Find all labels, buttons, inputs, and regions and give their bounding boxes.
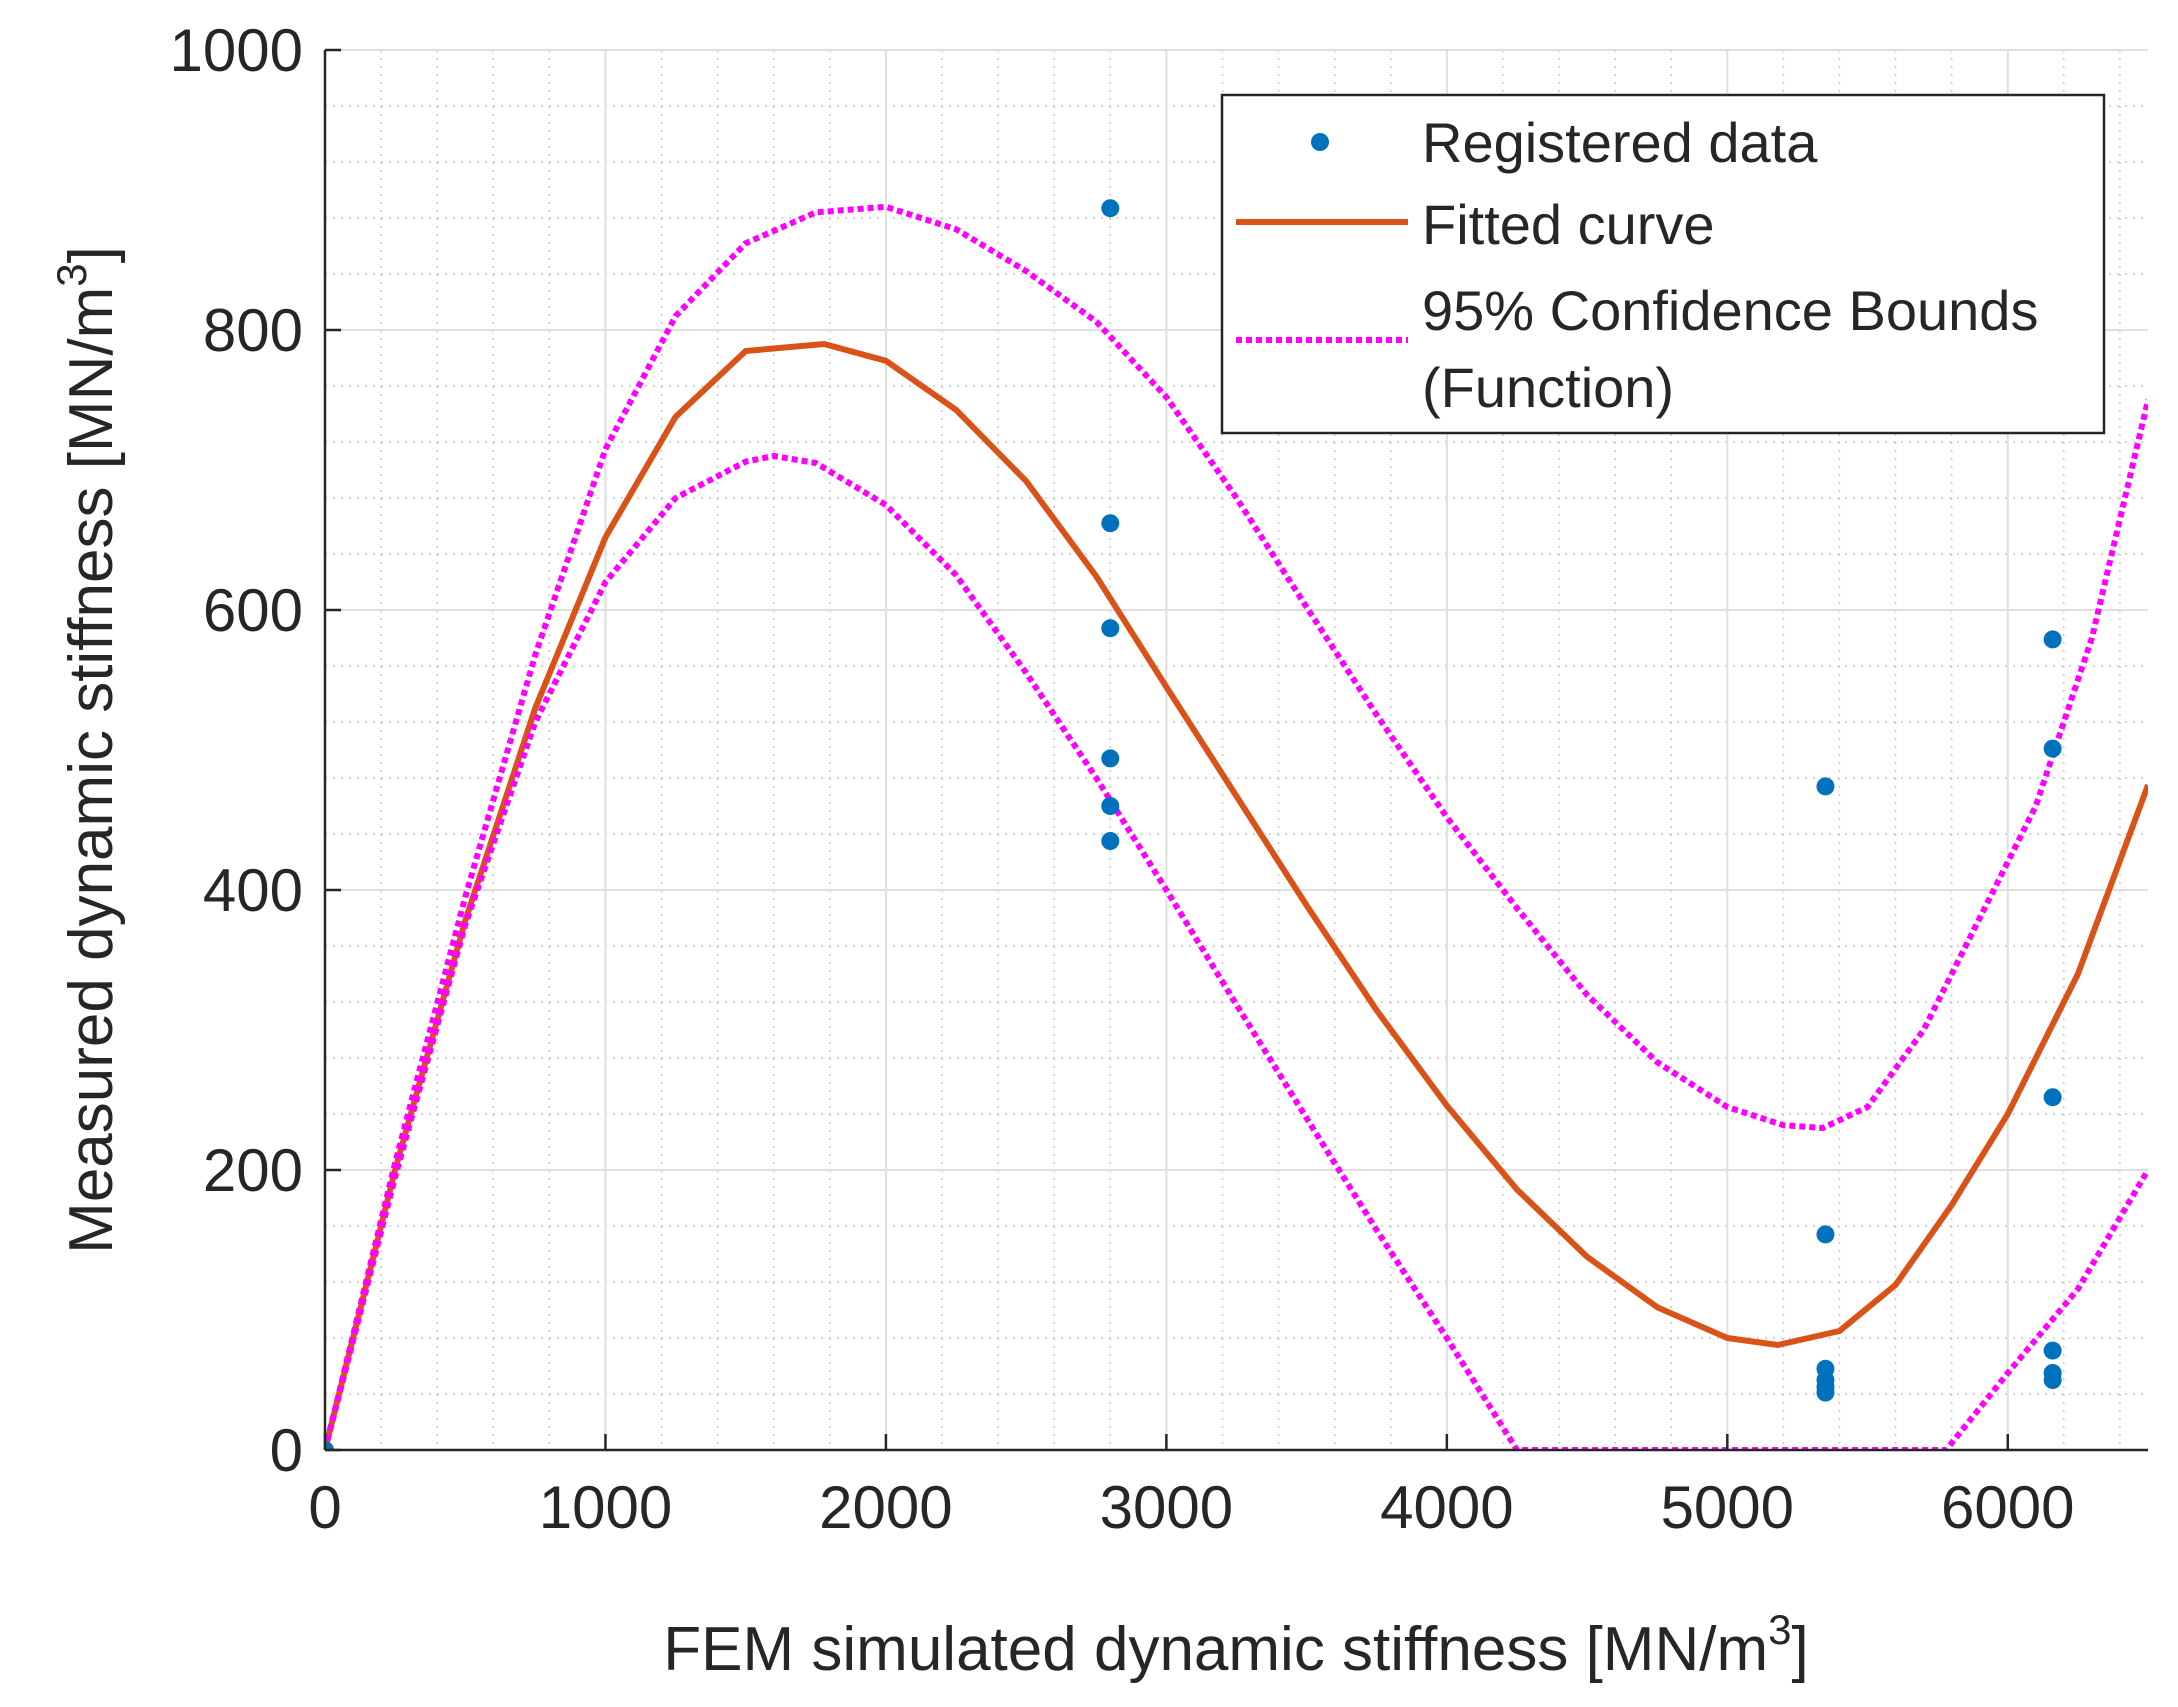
legend-label-registered-data: Registered data bbox=[1422, 111, 1818, 174]
x-tick-label: 2000 bbox=[819, 1474, 952, 1541]
x-axis-title: FEM simulated dynamic stiffness [MN/m3] bbox=[663, 1606, 1808, 1684]
x-axis-title-main: FEM simulated dynamic stiffness [MN/m bbox=[663, 1615, 1768, 1684]
x-tick-label: 0 bbox=[308, 1474, 341, 1541]
y-tick-label: 800 bbox=[203, 297, 303, 364]
registered-data-point bbox=[1101, 619, 1120, 638]
x-tick-label: 6000 bbox=[1941, 1474, 2074, 1541]
x-axis-title-end: ] bbox=[1791, 1615, 1808, 1684]
registered-data-point bbox=[1101, 749, 1120, 768]
legend-dot-marker bbox=[1311, 133, 1329, 151]
registered-data-point bbox=[325, 1441, 334, 1450]
x-tick-label: 3000 bbox=[1100, 1474, 1233, 1541]
y-tick-label: 600 bbox=[203, 577, 303, 644]
y-axis-title-superscript: 3 bbox=[48, 263, 95, 286]
legend-label-confidence-bounds: 95% Confidence Bounds bbox=[1422, 279, 2038, 342]
registered-data-point bbox=[2043, 630, 2062, 649]
series-layer bbox=[325, 199, 2148, 1450]
legend-label-fitted-curve: Fitted curve bbox=[1422, 193, 1715, 256]
y-tick-label: 0 bbox=[270, 1417, 303, 1484]
axes bbox=[323, 48, 2148, 1452]
registered-data-point bbox=[1816, 1383, 1835, 1402]
y-axis-title: Measured dynamic stiffness [MN/m3] bbox=[48, 246, 126, 1254]
legend: Registered data Fitted curve 95% Confide… bbox=[1220, 93, 2106, 435]
x-tick-label: 5000 bbox=[1661, 1474, 1794, 1541]
registered-data-point bbox=[1816, 1225, 1835, 1244]
registered-data-point bbox=[1101, 832, 1120, 850]
registered-data-point bbox=[1816, 777, 1835, 796]
x-axis-title-superscript: 3 bbox=[1768, 1606, 1791, 1653]
registered-data-point bbox=[2043, 1371, 2062, 1389]
registered-data-point bbox=[1101, 199, 1120, 218]
y-axis-title-end: ] bbox=[57, 246, 126, 263]
tick-labels: 0 1000 2000 3000 4000 5000 6000 0 200 400 600 800 10… bbox=[170, 17, 2075, 1541]
legend-label-function: (Function) bbox=[1422, 356, 1674, 419]
y-tick-label: 400 bbox=[203, 857, 303, 924]
registered-data-point bbox=[1101, 797, 1120, 815]
x-tick-label: 1000 bbox=[539, 1474, 672, 1541]
registered-data-point bbox=[2043, 739, 2062, 758]
y-axis-title-main: Measured dynamic stiffness [MN/m bbox=[57, 287, 126, 1254]
y-tick-label: 200 bbox=[203, 1137, 303, 1204]
x-tick-label: 4000 bbox=[1380, 1474, 1513, 1541]
lower-confidence-bound-line bbox=[325, 453, 2148, 1450]
fitted-curve-line bbox=[325, 341, 2148, 1450]
major-grid bbox=[325, 49, 2148, 1450]
registered-data-point bbox=[2043, 1088, 2062, 1107]
registered-data-point bbox=[2043, 1341, 2062, 1360]
upper-confidence-bound-line bbox=[325, 203, 2148, 1450]
legend-box bbox=[1220, 93, 2106, 435]
registered-data-point bbox=[1101, 514, 1120, 533]
y-tick-label: 1000 bbox=[170, 17, 303, 84]
